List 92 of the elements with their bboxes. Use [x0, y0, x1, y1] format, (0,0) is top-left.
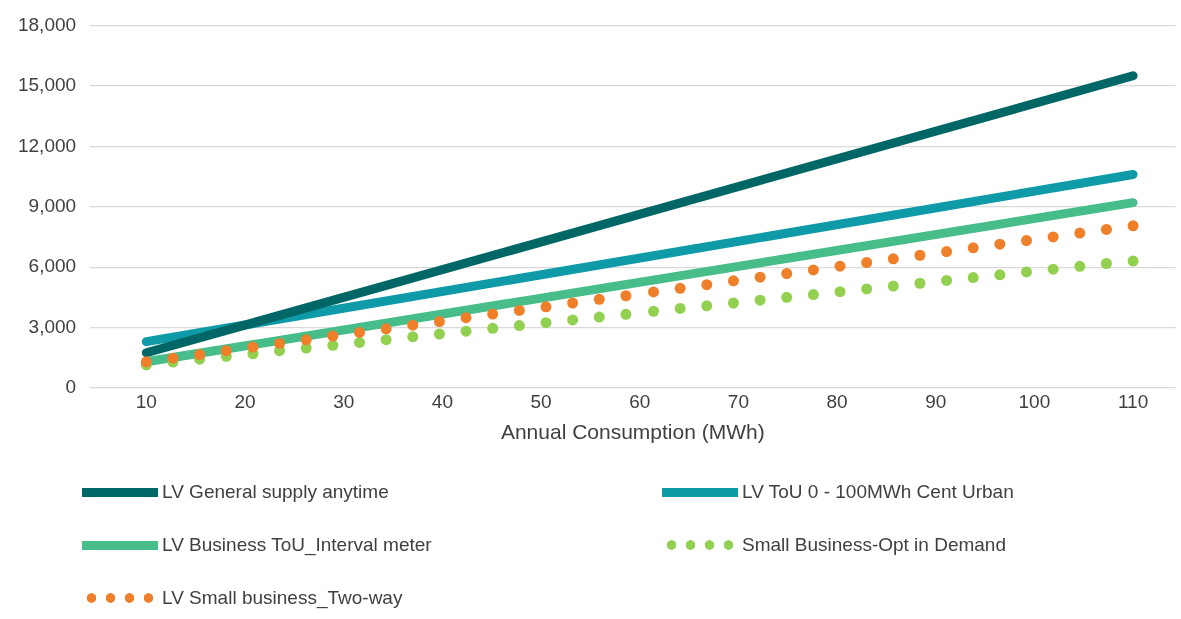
- point: [941, 246, 953, 258]
- point: [620, 290, 632, 302]
- point: [300, 334, 312, 346]
- x-tick-label: 90: [925, 390, 947, 412]
- point: [807, 289, 819, 301]
- legend-label: LV General supply anytime: [162, 481, 389, 503]
- point: [1047, 231, 1059, 243]
- point: [648, 305, 660, 317]
- point: [593, 311, 605, 323]
- point: [701, 279, 713, 291]
- point: [834, 286, 846, 298]
- point: [247, 341, 259, 353]
- point: [460, 312, 472, 324]
- point: [781, 268, 793, 280]
- point: [540, 317, 552, 329]
- point: [513, 320, 525, 332]
- x-tick-label: 50: [530, 390, 552, 412]
- point: [327, 339, 339, 351]
- point: [941, 274, 953, 286]
- y-tick-label: 6,000: [28, 255, 77, 277]
- point: [593, 293, 605, 305]
- y-tick-label: 15,000: [17, 74, 77, 96]
- point: [167, 352, 179, 364]
- y-tick-label: 18,000: [17, 13, 77, 35]
- point: [433, 316, 445, 328]
- point: [327, 330, 339, 342]
- point: [887, 253, 899, 265]
- point: [513, 304, 525, 316]
- point: [1100, 258, 1112, 270]
- point: [460, 325, 472, 337]
- point: [380, 334, 392, 346]
- point: [861, 257, 873, 268]
- legend-label: LV Small business_Two-way: [162, 587, 403, 609]
- point: [487, 308, 499, 320]
- point: [781, 291, 793, 303]
- legend-label: LV ToU 0 - 100MWh Cent Urban: [742, 481, 1014, 503]
- point: [1021, 266, 1033, 278]
- point: [754, 271, 766, 283]
- x-tick-label: 60: [629, 390, 651, 412]
- point: [994, 238, 1006, 250]
- point: [807, 264, 819, 276]
- point: [194, 349, 206, 361]
- x-tick-label: 100: [1018, 390, 1051, 412]
- point: [674, 282, 686, 294]
- legend-label: LV Business ToU_Interval meter: [162, 534, 432, 556]
- point: [701, 300, 713, 312]
- point: [274, 337, 286, 349]
- point: [674, 302, 686, 314]
- x-tick-label: 30: [333, 390, 355, 412]
- point: [648, 286, 660, 298]
- y-tick-label: 3,000: [28, 315, 77, 337]
- point: [1047, 263, 1059, 275]
- point: [1074, 227, 1086, 239]
- y-tick-label: 9,000: [28, 194, 77, 216]
- point: [834, 260, 846, 272]
- point: [407, 331, 419, 343]
- point: [487, 322, 499, 334]
- point: [1021, 235, 1033, 247]
- x-axis-title: Annual Consumption (MWh): [500, 420, 765, 444]
- point: [1127, 255, 1139, 267]
- point: [567, 297, 579, 309]
- point: [861, 283, 873, 295]
- point: [220, 345, 232, 357]
- x-tick-label: 110: [1117, 390, 1149, 412]
- point: [353, 326, 365, 338]
- point: [887, 280, 899, 292]
- point: [967, 242, 979, 254]
- point: [540, 301, 552, 313]
- point: [567, 314, 579, 326]
- point: [914, 277, 926, 289]
- y-tick-label: 0: [65, 376, 77, 398]
- y-tick-label: 12,000: [17, 134, 77, 156]
- point: [620, 308, 632, 320]
- point: [1100, 223, 1112, 235]
- point: [994, 269, 1006, 281]
- x-tick-label: 70: [727, 390, 749, 412]
- point: [914, 249, 926, 261]
- x-tick-label: 80: [826, 390, 848, 412]
- point: [433, 328, 445, 340]
- point: [727, 275, 739, 287]
- x-tick-label: 40: [431, 390, 453, 412]
- point: [380, 323, 392, 335]
- point: [754, 294, 766, 306]
- x-tick-label: 20: [234, 390, 256, 412]
- point: [1127, 220, 1139, 232]
- x-tick-label: 10: [135, 390, 157, 412]
- point: [407, 319, 419, 331]
- point: [727, 297, 739, 309]
- point: [967, 272, 979, 284]
- point: [353, 336, 365, 348]
- legend-label: Small Business-Opt in Demand: [742, 534, 1006, 556]
- point: [1074, 260, 1086, 272]
